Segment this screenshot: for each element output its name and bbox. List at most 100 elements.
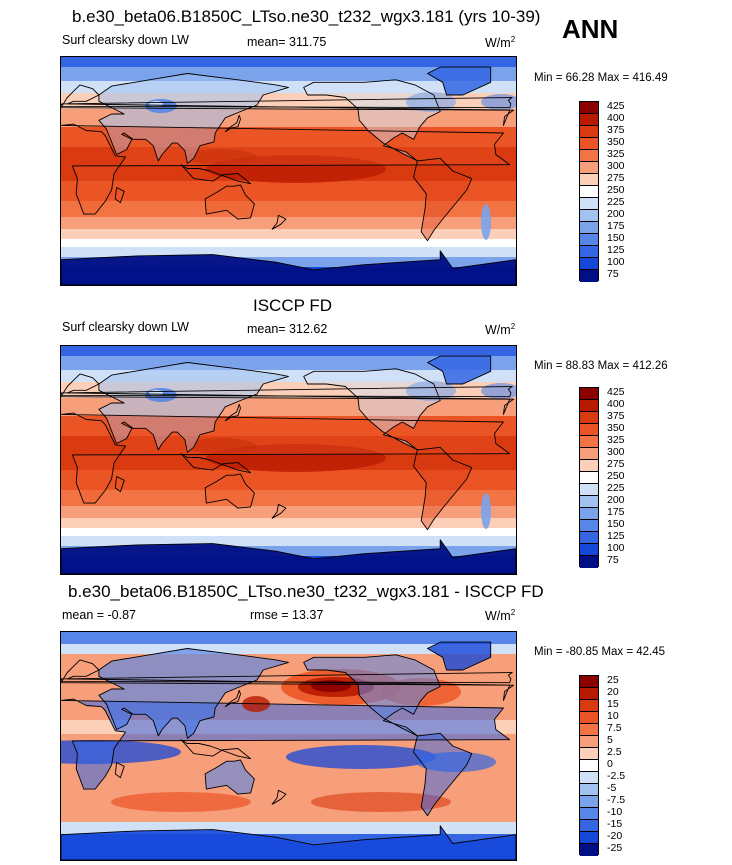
colorbar-box	[580, 508, 598, 520]
colorbar-tick-label: 325	[607, 148, 625, 160]
colorbar-box	[580, 114, 598, 126]
colorbar-tick-label: 75	[607, 268, 619, 280]
colorbar-tick-label: 125	[607, 244, 625, 256]
colorbar-tick-label: 125	[607, 530, 625, 542]
colorbar-tick-label: 25	[607, 674, 619, 686]
colorbar-tick-label: -15	[607, 818, 623, 830]
colorbar-tick-label: 200	[607, 208, 625, 220]
colorbar-tick-label: -7.5	[607, 794, 626, 806]
colorbar-box	[580, 424, 598, 436]
colorbar-box	[580, 138, 598, 150]
panel-1-map	[60, 56, 517, 286]
panel-2-colorbar	[579, 387, 599, 568]
season-label: ANN	[562, 14, 619, 44]
colorbar-tick-label: 150	[607, 518, 625, 530]
colorbar-tick-label: 350	[607, 136, 625, 148]
panel-1-colorbar	[579, 101, 599, 282]
colorbar-box	[580, 174, 598, 186]
colorbar-box	[580, 222, 598, 234]
colorbar-box	[580, 412, 598, 424]
colorbar-box	[580, 724, 598, 736]
colorbar-box	[580, 820, 598, 832]
colorbar-box	[580, 400, 598, 412]
colorbar-box	[580, 760, 598, 772]
colorbar-box	[580, 736, 598, 748]
colorbar-box	[580, 102, 598, 114]
colorbar-box	[580, 198, 598, 210]
panel-3-mean: mean = -0.87	[62, 608, 137, 622]
colorbar-tick-label: 75	[607, 554, 619, 566]
colorbar-tick-label: 350	[607, 422, 625, 434]
panel-3-colorbar	[579, 675, 599, 856]
colorbar-tick-label: 100	[607, 542, 625, 554]
colorbar-tick-label: -25	[607, 842, 623, 854]
panel-2-units: W/m2	[485, 322, 516, 338]
colorbar-box	[580, 712, 598, 724]
colorbar-tick-label: 400	[607, 398, 625, 410]
panel-2-minmax: Min = 88.83 Max = 412.26	[534, 360, 668, 372]
colorbar-tick-label: 150	[607, 232, 625, 244]
colorbar-box	[580, 472, 598, 484]
colorbar-tick-label: 275	[607, 172, 625, 184]
colorbar-box	[580, 186, 598, 198]
colorbar-box	[580, 234, 598, 246]
colorbar-tick-label: 425	[607, 100, 625, 112]
colorbar-tick-label: 0	[607, 758, 613, 770]
colorbar-box	[580, 210, 598, 222]
panel-2-map	[60, 345, 517, 575]
colorbar-box	[580, 162, 598, 174]
colorbar-tick-label: 300	[607, 446, 625, 458]
colorbar-tick-label: 275	[607, 458, 625, 470]
colorbar-box	[580, 676, 598, 688]
panel-1-title: b.e30_beta06.B1850C_LTso.ne30_t232_wgx3.…	[72, 7, 541, 26]
colorbar-box	[580, 544, 598, 556]
colorbar-tick-label: 200	[607, 494, 625, 506]
panel-1-units: W/m2	[485, 35, 516, 51]
colorbar-box	[580, 246, 598, 258]
colorbar-tick-label: 100	[607, 256, 625, 268]
colorbar-box	[580, 808, 598, 820]
colorbar-box	[580, 748, 598, 760]
panel-1-variable: Surf clearsky down LW	[62, 33, 189, 47]
panel-3-map	[60, 631, 517, 861]
colorbar-box	[580, 388, 598, 400]
panel-1-mean: mean= 311.75	[247, 35, 327, 49]
colorbar-tick-label: 425	[607, 386, 625, 398]
colorbar-box	[580, 700, 598, 712]
colorbar-box	[580, 258, 598, 270]
panel-2-title: ISCCP FD	[253, 296, 333, 315]
colorbar-tick-label: 20	[607, 686, 619, 698]
colorbar-box	[580, 126, 598, 138]
colorbar-box	[580, 150, 598, 162]
colorbar-box	[580, 460, 598, 472]
colorbar-tick-label: 7.5	[607, 722, 622, 734]
colorbar-box	[580, 436, 598, 448]
colorbar-tick-label: 375	[607, 124, 625, 136]
colorbar-tick-label: 2.5	[607, 746, 622, 758]
colorbar-box	[580, 532, 598, 544]
colorbar-tick-label: 5	[607, 734, 613, 746]
colorbar-tick-label: 250	[607, 184, 625, 196]
panel-1-minmax: Min = 66.28 Max = 416.49	[534, 72, 668, 84]
panel-3-units: W/m2	[485, 608, 516, 624]
colorbar-tick-label: -20	[607, 830, 623, 842]
colorbar-box	[580, 844, 598, 856]
panel-2-mean: mean= 312.62	[247, 322, 328, 336]
colorbar-tick-label: 225	[607, 196, 625, 208]
panel-2-variable: Surf clearsky down LW	[62, 320, 189, 334]
colorbar-box	[580, 496, 598, 508]
colorbar-tick-label: -10	[607, 806, 623, 818]
colorbar-box	[580, 556, 598, 568]
colorbar-tick-label: 250	[607, 470, 625, 482]
colorbar-tick-label: 225	[607, 482, 625, 494]
colorbar-box	[580, 772, 598, 784]
colorbar-box	[580, 784, 598, 796]
colorbar-tick-label: -2.5	[607, 770, 626, 782]
colorbar-box	[580, 448, 598, 460]
colorbar-tick-label: -5	[607, 782, 617, 794]
colorbar-tick-label: 400	[607, 112, 625, 124]
colorbar-tick-label: 175	[607, 506, 625, 518]
colorbar-box	[580, 520, 598, 532]
colorbar-tick-label: 15	[607, 698, 619, 710]
colorbar-tick-label: 10	[607, 710, 619, 722]
